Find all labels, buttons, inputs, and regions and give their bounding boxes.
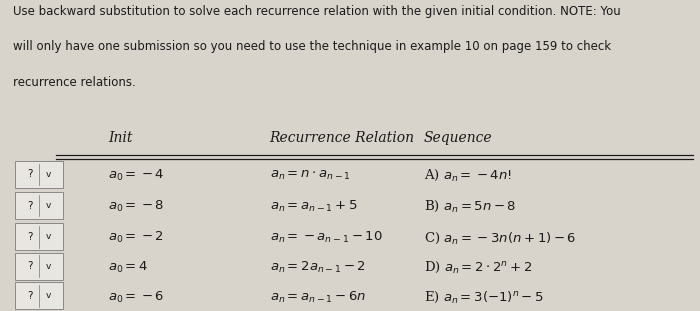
Text: ?: ?: [27, 201, 32, 211]
Text: $a_0=-6$: $a_0=-6$: [108, 290, 165, 304]
FancyBboxPatch shape: [15, 161, 63, 188]
Text: $a_n=n\cdot a_{n-1}$: $a_n=n\cdot a_{n-1}$: [270, 169, 350, 182]
Text: C) $a_n=-3n(n+1)-6$: C) $a_n=-3n(n+1)-6$: [424, 230, 576, 245]
Text: D) $a_n=2\cdot 2^n+2$: D) $a_n=2\cdot 2^n+2$: [424, 260, 532, 275]
Text: Recurrence Relation: Recurrence Relation: [270, 131, 414, 145]
Text: Sequence: Sequence: [424, 131, 492, 145]
Text: v: v: [46, 291, 51, 300]
Text: $a_n=2a_{n-1}-2$: $a_n=2a_{n-1}-2$: [270, 260, 365, 275]
FancyBboxPatch shape: [15, 253, 63, 280]
Text: $a_0=-2$: $a_0=-2$: [108, 230, 164, 245]
Text: $a_n=a_{n-1}-6n$: $a_n=a_{n-1}-6n$: [270, 290, 366, 304]
Text: recurrence relations.: recurrence relations.: [13, 76, 135, 89]
Text: ?: ?: [27, 169, 32, 179]
Text: v: v: [46, 201, 51, 210]
Text: B) $a_n=5n-8$: B) $a_n=5n-8$: [424, 199, 516, 214]
Text: Init: Init: [108, 131, 133, 145]
Text: will only have one submission so you need to use the technique in example 10 on : will only have one submission so you nee…: [13, 40, 610, 53]
Text: ?: ?: [27, 232, 32, 242]
Text: $a_n=a_{n-1}+5$: $a_n=a_{n-1}+5$: [270, 199, 358, 214]
Text: v: v: [46, 262, 51, 271]
Text: v: v: [46, 170, 51, 179]
FancyBboxPatch shape: [15, 282, 63, 309]
FancyBboxPatch shape: [15, 223, 63, 250]
Text: $a_n=-a_{n-1}-10$: $a_n=-a_{n-1}-10$: [270, 230, 382, 245]
Text: $a_0=-8$: $a_0=-8$: [108, 199, 165, 214]
FancyBboxPatch shape: [15, 192, 63, 219]
Text: $a_0=-4$: $a_0=-4$: [108, 168, 165, 183]
Text: E) $a_n=3(-1)^n-5$: E) $a_n=3(-1)^n-5$: [424, 290, 543, 304]
Text: Use backward substitution to solve each recurrence relation with the given initi: Use backward substitution to solve each …: [13, 5, 620, 18]
Text: ?: ?: [27, 261, 32, 271]
Text: $a_0=4$: $a_0=4$: [108, 260, 149, 275]
Text: ?: ?: [27, 291, 32, 301]
Text: A) $a_n=-4n!$: A) $a_n=-4n!$: [424, 168, 512, 183]
Text: v: v: [46, 232, 51, 241]
